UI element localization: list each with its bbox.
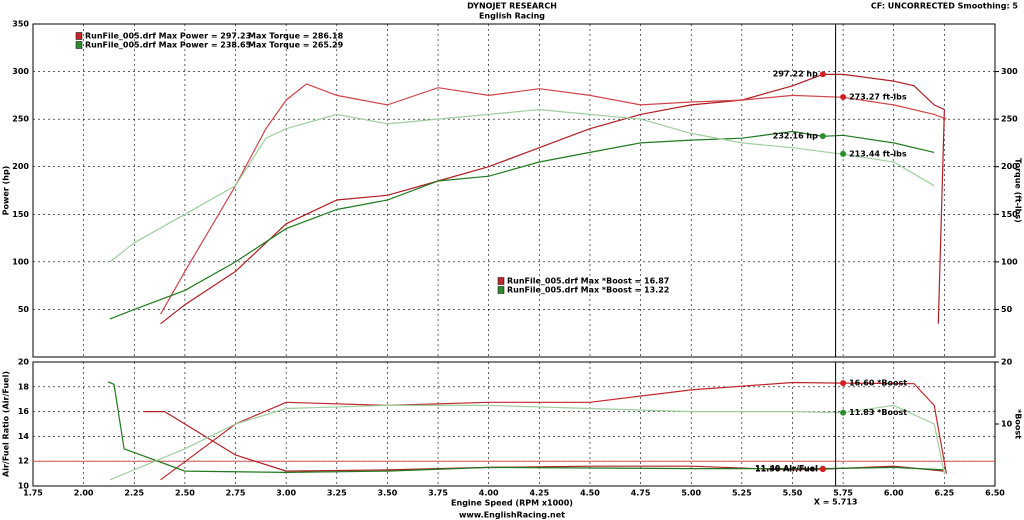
x-tick-label: 6.00 <box>884 489 904 498</box>
series-line <box>144 411 945 472</box>
note-text: RunFile_005.drf Max *Boost = 13.22 <box>507 286 669 295</box>
x-tick-label: 3.75 <box>428 489 448 498</box>
series-line <box>107 381 945 474</box>
x-tick-label: 4.75 <box>631 489 651 498</box>
x-tick-label: 3.00 <box>276 489 296 498</box>
marker-label: 11.40 Air/Fuel <box>755 464 818 473</box>
cursor-label: X = 5.713 <box>814 498 858 507</box>
y-tick-label: 12 <box>18 457 29 466</box>
y2-axis-title: *Boost <box>1014 409 1023 439</box>
y-tick-label: 18 <box>18 382 30 391</box>
x-tick-label: 3.25 <box>327 489 347 498</box>
plot-frame <box>32 23 996 358</box>
y2-tick-label: 300 <box>1001 67 1018 76</box>
x-tick-label: 4.25 <box>529 489 549 498</box>
y-tick-label: 10 <box>18 482 30 491</box>
marker-label: 213.44 ft-lbs <box>849 149 907 158</box>
x-tick-label: 2.50 <box>175 489 195 498</box>
x-tick-label: 6.50 <box>985 489 1005 498</box>
x-tick-label: 5.50 <box>783 489 803 498</box>
marker-label: 11.83 *Boost <box>849 408 907 417</box>
x-tick-label: 5.00 <box>681 489 701 498</box>
marker <box>819 133 826 140</box>
y2-tick-label: 20 <box>1001 358 1013 367</box>
y2-axis-title: Torque (ft-lbs) <box>1014 158 1023 223</box>
marker <box>819 466 826 473</box>
series-line <box>160 73 946 325</box>
y-tick-label: 20 <box>18 358 30 367</box>
marker <box>840 150 847 157</box>
legend-text: RunFile_005.drf Max Power = 238.65 <box>85 41 252 50</box>
x-tick-label: 3.50 <box>378 489 398 498</box>
marker-label: 273.27 ft-lbs <box>849 93 907 102</box>
y-tick-label: 300 <box>12 67 29 76</box>
y2-tick-label: 150 <box>1001 210 1018 219</box>
y2-tick-label: 250 <box>1001 115 1018 124</box>
marker-label: 232.16 hp <box>773 132 818 141</box>
marker-label: 297.22 hp <box>773 70 818 79</box>
note-swatch <box>497 277 505 285</box>
y-tick-label: 14 <box>18 432 30 441</box>
series-line <box>109 108 935 263</box>
x-tick-label: 5.25 <box>732 489 752 498</box>
x-tick-label: 6.25 <box>934 489 954 498</box>
y-tick-label: 100 <box>12 257 29 266</box>
marker <box>819 71 826 78</box>
x-tick-label: 1.75 <box>23 489 43 498</box>
x-tick-label: 5.75 <box>833 489 853 498</box>
legend-text: Max Torque = 286.18 <box>248 32 344 41</box>
title: DYNOJET RESEARCH <box>467 2 557 11</box>
y-tick-label: 350 <box>12 20 29 29</box>
y2-tick-label: 200 <box>1001 162 1018 171</box>
x-tick-label: 2.25 <box>124 489 144 498</box>
x-tick-label: 4.50 <box>580 489 600 498</box>
marker <box>840 380 847 387</box>
y2-tick-label: 50 <box>1001 305 1013 314</box>
y-tick-label: 250 <box>12 115 29 124</box>
legend-text: RunFile_005.drf Max Power = 297.23 <box>85 32 251 41</box>
note-swatch <box>497 286 505 294</box>
legend-swatch <box>75 41 83 49</box>
marker <box>840 94 847 101</box>
footer: www.EnglishRacing.net <box>459 511 565 520</box>
series-line <box>160 83 947 315</box>
x-tick-label: 4.00 <box>479 489 499 498</box>
y-tick-label: 50 <box>18 305 30 314</box>
subtitle: English Racing <box>479 12 545 21</box>
marker-label: 11.36 Air/Fuel <box>755 465 818 474</box>
y2-tick-label: 10 <box>1001 420 1013 429</box>
marker-label: 16.60 *Boost <box>849 379 907 388</box>
x-tick-label: 2.75 <box>226 489 246 498</box>
x-tick-label: 2.00 <box>74 489 94 498</box>
note-text: RunFile_005.drf Max *Boost = 16.87 <box>507 277 669 286</box>
x-axis-title: Engine Speed (RPM x1000) <box>451 499 573 508</box>
y-tick-label: 200 <box>12 162 29 171</box>
legend-text: Max Torque = 265.29 <box>248 41 344 50</box>
y-axis-title: Power (hp) <box>2 166 11 216</box>
marker <box>840 409 847 416</box>
y2-tick-label: 100 <box>1001 257 1018 266</box>
y-tick-label: 16 <box>18 407 30 416</box>
settings: CF: UNCORRECTED Smoothing: 5 <box>871 2 1019 11</box>
plot-frame <box>32 361 996 487</box>
legend-swatch <box>75 32 83 40</box>
series-line <box>160 381 947 481</box>
y-axis-title: Air/Fuel Ratio (Air/Fuel) <box>2 371 11 477</box>
series-line <box>109 404 945 481</box>
y-tick-label: 150 <box>12 210 29 219</box>
